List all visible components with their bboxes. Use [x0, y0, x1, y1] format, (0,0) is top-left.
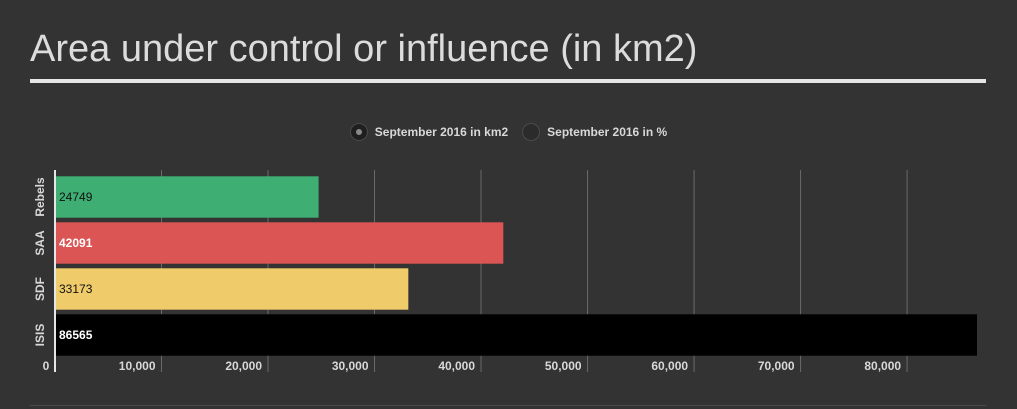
- chart-legend: September 2016 in km2 September 2016 in …: [0, 123, 1017, 141]
- data-label: 24749: [59, 190, 93, 204]
- x-tick-label: 70,000: [758, 359, 795, 373]
- radio-unselected-icon[interactable]: [522, 123, 541, 141]
- data-label: 33173: [59, 282, 93, 296]
- category-label: Rebels: [33, 177, 47, 217]
- x-tick-label: 20,000: [225, 359, 262, 373]
- bar-saa[interactable]: [56, 222, 504, 264]
- title-underline: [30, 79, 986, 83]
- data-label: 42091: [59, 236, 93, 250]
- legend-label-km2: September 2016 in km2: [374, 125, 509, 139]
- category-label: ISIS: [33, 324, 47, 347]
- x-tick-label: 30,000: [332, 359, 369, 373]
- x-tick-label: 0: [43, 359, 50, 373]
- x-tick-label: 80,000: [864, 359, 901, 373]
- bar-rebels[interactable]: [56, 176, 319, 218]
- bar-sdf[interactable]: [56, 268, 409, 310]
- x-tick-label: 50,000: [545, 359, 582, 373]
- page-title: Area under control or influence (in km2): [30, 28, 698, 70]
- bar-isis[interactable]: [56, 314, 977, 356]
- radio-dot-icon: [355, 129, 362, 135]
- category-label: SDF: [33, 277, 47, 301]
- legend-item-percent[interactable]: September 2016 in %: [522, 123, 667, 141]
- x-tick-label: 60,000: [651, 359, 688, 373]
- bottom-divider: [30, 405, 986, 406]
- category-label: SAA: [33, 230, 47, 256]
- radio-selected-icon[interactable]: [349, 123, 368, 141]
- legend-label-percent: September 2016 in %: [547, 125, 668, 139]
- x-tick-label: 10,000: [119, 359, 156, 373]
- x-tick-label: 40,000: [438, 359, 475, 373]
- data-label: 86565: [59, 328, 93, 342]
- legend-item-km2[interactable]: September 2016 in km2: [349, 123, 509, 141]
